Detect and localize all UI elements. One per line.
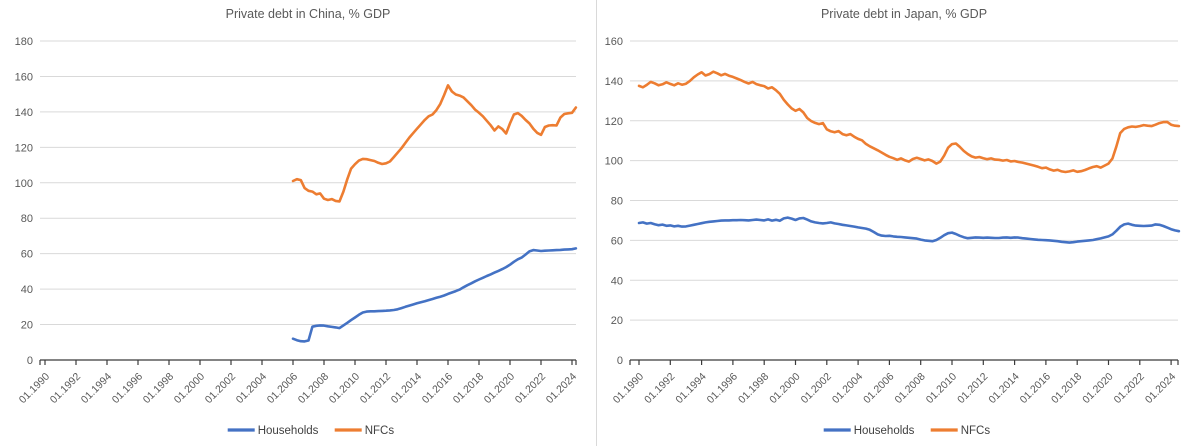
x-tick-label: 01.2012 xyxy=(955,371,990,406)
x-tick-label: 01.2002 xyxy=(799,371,834,406)
legend-item-nfcs: NFCs xyxy=(334,425,395,437)
x-tick-label: 01.2002 xyxy=(203,371,238,406)
x-tick-label: 01.2014 xyxy=(986,371,1021,406)
y-tick-label: 100 xyxy=(15,178,33,190)
legend-label: NFCs xyxy=(961,425,991,437)
y-tick-label: 160 xyxy=(15,71,33,83)
x-tick-label: 01.2008 xyxy=(892,371,927,406)
x-tick-label: 01.2020 xyxy=(482,371,517,406)
x-tick-label: 01.2018 xyxy=(1049,371,1084,406)
y-tick-label: 140 xyxy=(605,76,623,88)
x-tick-label: 01.2006 xyxy=(265,371,300,406)
legend-item-households: Households xyxy=(227,425,319,437)
y-tick-label: 120 xyxy=(15,142,33,154)
x-tick-label: 01.1992 xyxy=(642,371,677,406)
x-tick-label: 01.2004 xyxy=(830,371,865,406)
y-tick-label: 140 xyxy=(15,107,33,119)
x-tick-label: 01.2024 xyxy=(544,371,579,406)
x-tick-label: 01.1998 xyxy=(141,371,176,406)
x-tick-label: 01.2004 xyxy=(234,371,269,406)
x-tick-label: 01.1998 xyxy=(736,371,771,406)
x-tick-label: 01.1996 xyxy=(110,371,145,406)
x-tick-label: 01.2022 xyxy=(1112,371,1147,406)
x-tick-label: 01.2000 xyxy=(172,371,207,406)
x-tick-label: 01.1990 xyxy=(17,371,52,406)
x-tick-label: 01.1992 xyxy=(48,371,83,406)
legend-label: Households xyxy=(258,425,319,437)
y-tick-label: 60 xyxy=(611,235,623,247)
x-tick-label: 01.2022 xyxy=(513,371,548,406)
x-tick-label: 01.2016 xyxy=(420,371,455,406)
nfcs-line xyxy=(291,84,578,203)
y-tick-label: 80 xyxy=(21,213,33,225)
chart-title: Private debt in China, % GDP xyxy=(226,7,391,21)
x-tick-label: 01.1990 xyxy=(611,371,646,406)
y-tick-label: 20 xyxy=(21,320,33,332)
x-tick-label: 01.2000 xyxy=(767,371,802,406)
legend-item-households: Households xyxy=(823,425,915,437)
x-tick-label: 01.2016 xyxy=(1018,371,1053,406)
y-tick-label: 40 xyxy=(611,275,623,287)
japan-chart-panel: Private debt in Japan, % GDP 0 20 40 60 80 100… xyxy=(597,0,1189,446)
legend-item-nfcs: NFCs xyxy=(930,425,991,437)
chart-title: Private debt in Japan, % GDP xyxy=(821,7,987,21)
y-tick-label: 80 xyxy=(611,196,623,208)
china-chart-panel: Private debt in China, % GDP 0 20 40 60 80 100… xyxy=(14,7,580,437)
x-tick-label: 01.2006 xyxy=(861,371,896,406)
households-line xyxy=(291,247,578,343)
china-debt-chart: Private debt in China, % GDP 0 20 40 60 80 100… xyxy=(15,7,580,437)
panel-divider xyxy=(596,0,597,446)
y-tick-label: 180 xyxy=(15,36,33,48)
y-tick-label: 40 xyxy=(21,284,33,296)
x-tick-label: 01.1994 xyxy=(673,371,708,406)
x-tick-label: 01.1994 xyxy=(79,371,114,406)
x-tick-label: 01.1996 xyxy=(705,371,740,406)
y-tick-label: 100 xyxy=(605,156,623,168)
y-tick-label: 0 xyxy=(27,355,33,367)
legend-label: Households xyxy=(854,425,915,437)
x-tick-label: 01.2014 xyxy=(389,371,424,406)
y-tick-label: 60 xyxy=(21,249,33,261)
y-tick-label: 0 xyxy=(617,355,623,367)
nfcs-line xyxy=(637,70,1181,174)
y-tick-label: 120 xyxy=(605,116,623,128)
y-tick-label: 20 xyxy=(611,315,623,327)
x-tick-label: 01.2010 xyxy=(924,371,959,406)
x-tick-label: 01.2018 xyxy=(451,371,486,406)
legend-label: NFCs xyxy=(365,425,395,437)
x-tick-label: 01.2024 xyxy=(1143,371,1178,406)
x-tick-label: 01.2010 xyxy=(327,371,362,406)
y-tick-label: 160 xyxy=(605,36,623,48)
japan-debt-chart: Private debt in Japan, % GDP 0 20 40 60 80 100… xyxy=(605,7,1181,437)
x-tick-label: 01.2012 xyxy=(358,371,393,406)
x-tick-label: 01.2008 xyxy=(296,371,331,406)
x-tick-label: 01.2020 xyxy=(1080,371,1115,406)
households-line xyxy=(637,216,1181,244)
